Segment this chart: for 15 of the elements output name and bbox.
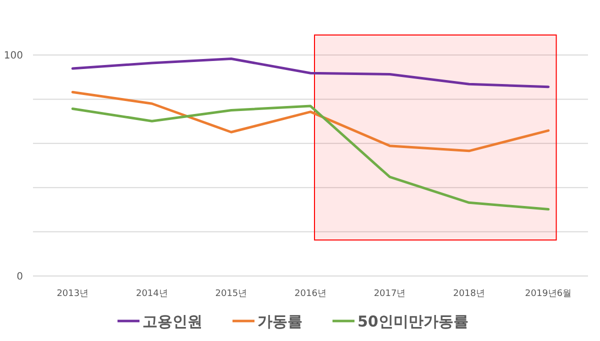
line-series — [71, 104, 550, 211]
y-tick-label: 0 — [16, 272, 23, 282]
x-tick-label: 2014년 — [136, 289, 168, 299]
x-tick-label: 2019년6월 — [525, 289, 572, 299]
y-tick-label: 100 — [4, 50, 23, 62]
x-tick-label: 2013년 — [56, 289, 89, 299]
legend-label: 고용인원 — [142, 312, 202, 330]
line-series — [71, 90, 550, 152]
x-tick-label: 2016년 — [294, 289, 326, 299]
x-tick-label: 2018년 — [453, 289, 486, 299]
legend-label: 50인미만가동률 — [358, 312, 468, 330]
x-tick-label: 2017년 — [374, 289, 406, 299]
line-series — [71, 58, 550, 88]
x-tick-label: 2015년 — [215, 289, 248, 299]
legend-label: 가동률 — [258, 312, 302, 330]
